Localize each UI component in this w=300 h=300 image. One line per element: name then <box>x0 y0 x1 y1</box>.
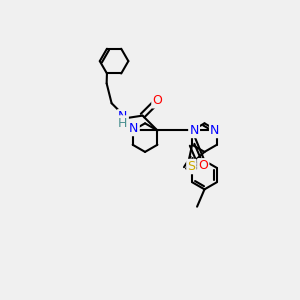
Text: S: S <box>188 160 195 173</box>
Text: O: O <box>152 94 162 107</box>
Text: H: H <box>118 116 128 130</box>
Text: N: N <box>210 124 220 137</box>
Text: N: N <box>118 110 128 123</box>
Text: O: O <box>198 159 208 172</box>
Text: N: N <box>189 124 199 137</box>
Text: N: N <box>129 122 139 135</box>
